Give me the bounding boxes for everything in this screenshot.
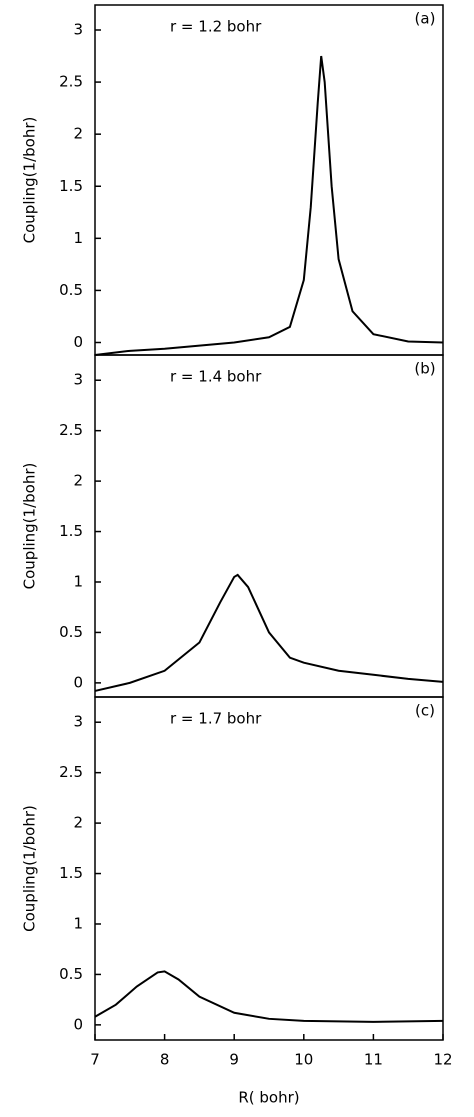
- y-tick-label: 1: [73, 229, 83, 247]
- y-axis-label: Coupling(1/bohr): [21, 463, 39, 590]
- y-tick-label: 2.5: [59, 73, 83, 91]
- data-line: [94, 55, 444, 356]
- panel-label: (a): [415, 10, 436, 28]
- x-tick-label: 11: [364, 1051, 383, 1069]
- y-tick-label: 2: [73, 814, 83, 832]
- plot-frame: [94, 696, 444, 1041]
- y-tick-label: 1: [73, 914, 83, 932]
- y-axis-label: Coupling(1/bohr): [21, 805, 39, 932]
- y-tick-label: 0.5: [59, 281, 83, 299]
- data-line: [94, 573, 444, 692]
- y-tick-label: 2.5: [59, 763, 83, 781]
- panel-label: (c): [415, 702, 435, 720]
- y-tick-label: 3: [73, 21, 83, 39]
- y-tick-label: 0.5: [59, 965, 83, 983]
- y-tick-label: 3: [73, 371, 83, 389]
- y-tick-label: 3: [73, 713, 83, 731]
- data-line: [94, 970, 444, 1023]
- y-tick-label: 0: [73, 333, 83, 351]
- y-tick-label: 1.5: [59, 864, 83, 882]
- panel-label: (b): [414, 360, 435, 378]
- y-tick-label: 1.5: [59, 522, 83, 540]
- y-tick-label: 0: [73, 673, 83, 691]
- x-axis-label: R( bohr): [238, 1089, 299, 1107]
- plot-frame: [94, 354, 444, 698]
- annotation: r = 1.4 bohr: [170, 368, 262, 386]
- plot-frame: [94, 4, 444, 356]
- x-tick-label: 8: [160, 1051, 170, 1069]
- y-tick-label: 2: [73, 472, 83, 490]
- y-tick-label: 2.5: [59, 421, 83, 439]
- annotation: r = 1.2 bohr: [170, 18, 262, 36]
- y-tick-label: 1.5: [59, 177, 83, 195]
- x-tick-label: 7: [90, 1051, 100, 1069]
- annotation: r = 1.7 bohr: [170, 710, 262, 728]
- y-axis-label: Coupling(1/bohr): [21, 117, 39, 244]
- x-tick-label: 12: [433, 1051, 452, 1069]
- y-tick-label: 0.5: [59, 623, 83, 641]
- y-tick-label: 0: [73, 1015, 83, 1033]
- x-tick-label: 9: [229, 1051, 239, 1069]
- y-tick-label: 1: [73, 572, 83, 590]
- x-tick-label: 10: [294, 1051, 313, 1069]
- y-tick-label: 2: [73, 125, 83, 143]
